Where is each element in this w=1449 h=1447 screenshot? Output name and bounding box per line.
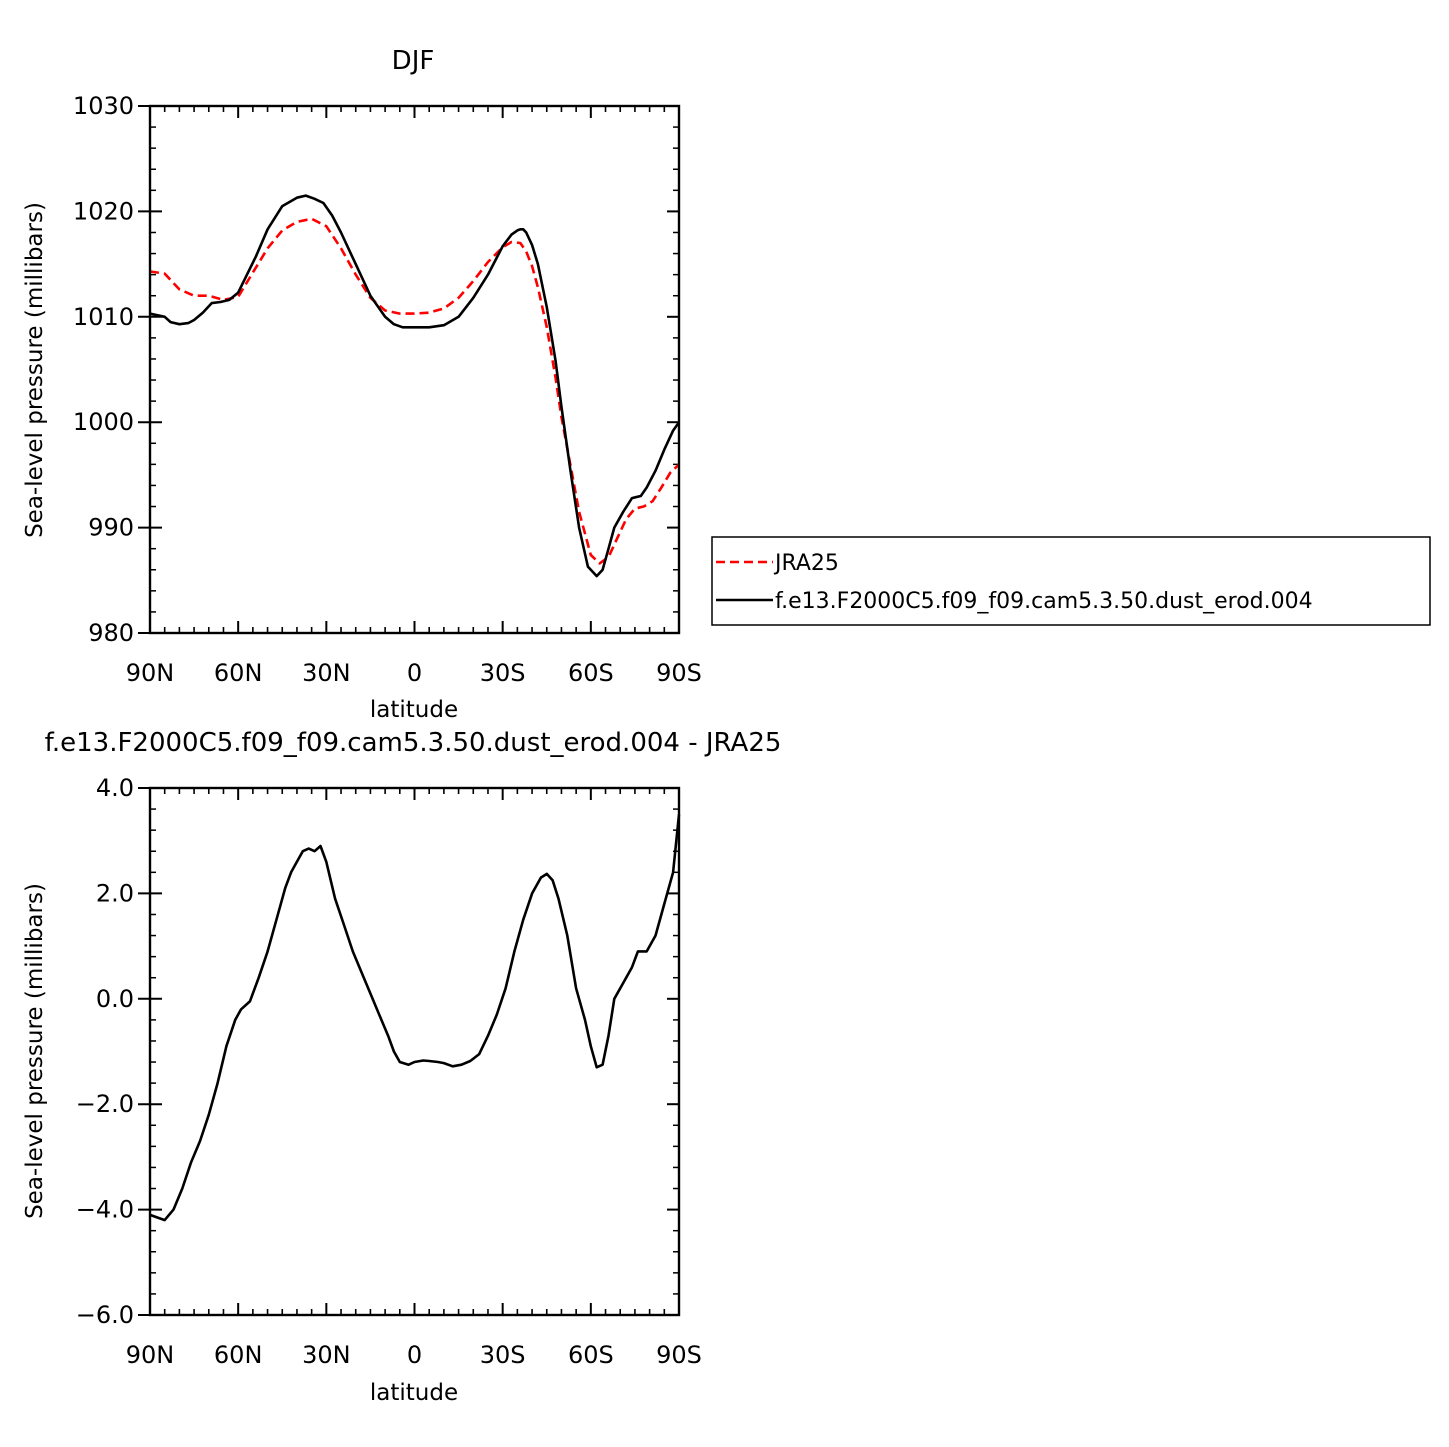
top-panel: DJF 90N 60N 30N 0 30S 60S 90S 980 990 1000 1010 102… — [22, 46, 702, 723]
x-tick-label: 30S — [480, 659, 526, 687]
x-tick-label: 90N — [126, 659, 175, 687]
x-tick-label: 30N — [302, 1341, 351, 1369]
legend-label-jra25: JRA25 — [773, 551, 839, 576]
x-tick-label: 0 — [407, 659, 422, 687]
x-tick-label: 30S — [480, 1341, 526, 1369]
x-tick-label: 90S — [656, 659, 702, 687]
y-tick-label: 1000 — [73, 408, 134, 436]
y-tick-label: 0.0 — [96, 985, 134, 1013]
y-tick-label: 4.0 — [96, 774, 134, 802]
y-tick-label: 1020 — [73, 197, 134, 225]
bottom-panel-ticks — [138, 787, 680, 1316]
bottom-panel-tick-labels: 90N 60N 30N 0 30S 60S 90S −6.0 −4.0 −2.0 0.0 2.0 4.0 — [76, 774, 702, 1369]
legend-label-model: f.e13.F2000C5.f09_f09.cam5.3.50.dust_ero… — [775, 589, 1313, 614]
series-line-0 — [149, 217, 680, 565]
y-tick-label: −4.0 — [76, 1196, 134, 1224]
x-tick-label: 90S — [656, 1341, 702, 1369]
top-panel-frame — [148, 104, 681, 635]
bottom-panel-title: f.e13.F2000C5.f09_f09.cam5.3.50.dust_ero… — [45, 728, 782, 758]
top-panel-xlabel: latitude — [370, 697, 458, 723]
top-panel-title: DJF — [392, 46, 435, 76]
y-tick-label: 1030 — [73, 92, 134, 120]
bottom-panel-xlabel: latitude — [370, 1380, 458, 1406]
bottom-panel-frame — [148, 786, 681, 1317]
series-line-1 — [149, 194, 681, 578]
top-panel-ylabel: Sea-level pressure (millibars) — [22, 202, 48, 538]
top-panel-tick-labels: 90N 60N 30N 0 30S 60S 90S 980 990 1000 1010 1020 103… — [73, 92, 702, 687]
x-tick-label: 0 — [407, 1341, 422, 1369]
y-tick-label: 980 — [88, 619, 134, 647]
y-tick-label: −2.0 — [76, 1090, 134, 1118]
bottom-panel: f.e13.F2000C5.f09_f09.cam5.3.50.dust_ero… — [22, 728, 781, 1406]
legend: JRA25 f.e13.F2000C5.f09_f09.cam5.3.50.du… — [711, 536, 1431, 626]
legend-box — [711, 536, 1431, 626]
top-panel-series — [149, 194, 681, 578]
y-tick-label: −6.0 — [76, 1301, 134, 1329]
x-tick-label: 60S — [568, 1341, 614, 1369]
x-tick-label: 60S — [568, 659, 614, 687]
x-tick-label: 30N — [302, 659, 351, 687]
x-tick-label: 90N — [126, 1341, 175, 1369]
y-tick-label: 2.0 — [96, 879, 134, 907]
bottom-panel-ylabel: Sea-level pressure (millibars) — [22, 883, 48, 1219]
x-tick-label: 60N — [214, 1341, 263, 1369]
y-tick-label: 990 — [88, 514, 134, 542]
top-panel-ticks — [138, 105, 680, 634]
bottom-panel-series — [149, 814, 681, 1222]
series-line-0 — [149, 814, 681, 1222]
x-tick-label: 60N — [214, 659, 263, 687]
y-tick-label: 1010 — [73, 303, 134, 331]
